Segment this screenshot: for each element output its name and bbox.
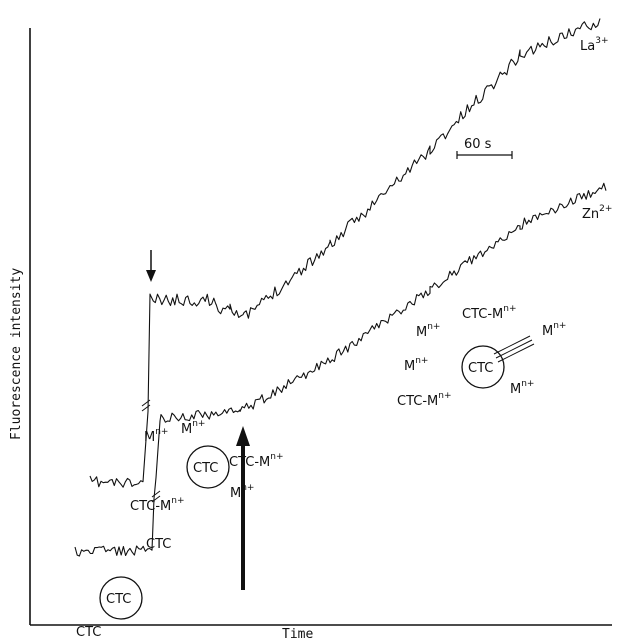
svg-text:CTC: CTC <box>193 461 218 476</box>
scale-bar: 60 s <box>456 137 513 159</box>
svg-text:CTC-Mn+: CTC-Mn+ <box>397 391 452 409</box>
break-marks <box>141 399 161 503</box>
x-axis-title: Time <box>282 627 313 642</box>
ctc-circle-mid: CTC <box>186 445 230 489</box>
ctc-start-label: CTC <box>146 537 171 552</box>
ctc-m-lower-label: CTC-Mn+ <box>130 496 185 514</box>
m-arrow-label: Mn+ <box>230 483 254 501</box>
svg-text:Mn+: Mn+ <box>542 321 566 339</box>
svg-text:Mn+: Mn+ <box>510 379 534 397</box>
ctc-m-mid-label: CTC-Mn+ <box>229 452 284 470</box>
label-zn: Zn2+ <box>582 204 612 222</box>
svg-text:60 s: 60 s <box>464 137 492 152</box>
binding-inset: CTC Mn+ CTC-Mn+ Mn+ Mn+ CTC-Mn+ Mn+ <box>397 304 566 409</box>
m-label-b: Mn+ <box>181 419 205 437</box>
trace-la3 <box>89 18 601 488</box>
svg-text:CTC: CTC <box>468 361 493 376</box>
up-arrow-icon <box>236 426 250 590</box>
svg-text:Mn+: Mn+ <box>416 322 440 340</box>
ctc-circle-bottom: CTC <box>99 576 143 620</box>
m-label-a: Mn+ <box>144 427 168 445</box>
y-axis-title: Fluorescence intensity <box>9 268 24 440</box>
svg-text:CTC-Mn+: CTC-Mn+ <box>462 304 517 322</box>
svg-text:CTC: CTC <box>106 592 131 607</box>
label-la: La3+ <box>580 36 609 54</box>
trace-zn2 <box>74 182 607 557</box>
down-arrow-icon <box>146 250 156 282</box>
svg-text:Mn+: Mn+ <box>404 356 428 374</box>
ctc-axis-label: CTC <box>76 625 101 640</box>
